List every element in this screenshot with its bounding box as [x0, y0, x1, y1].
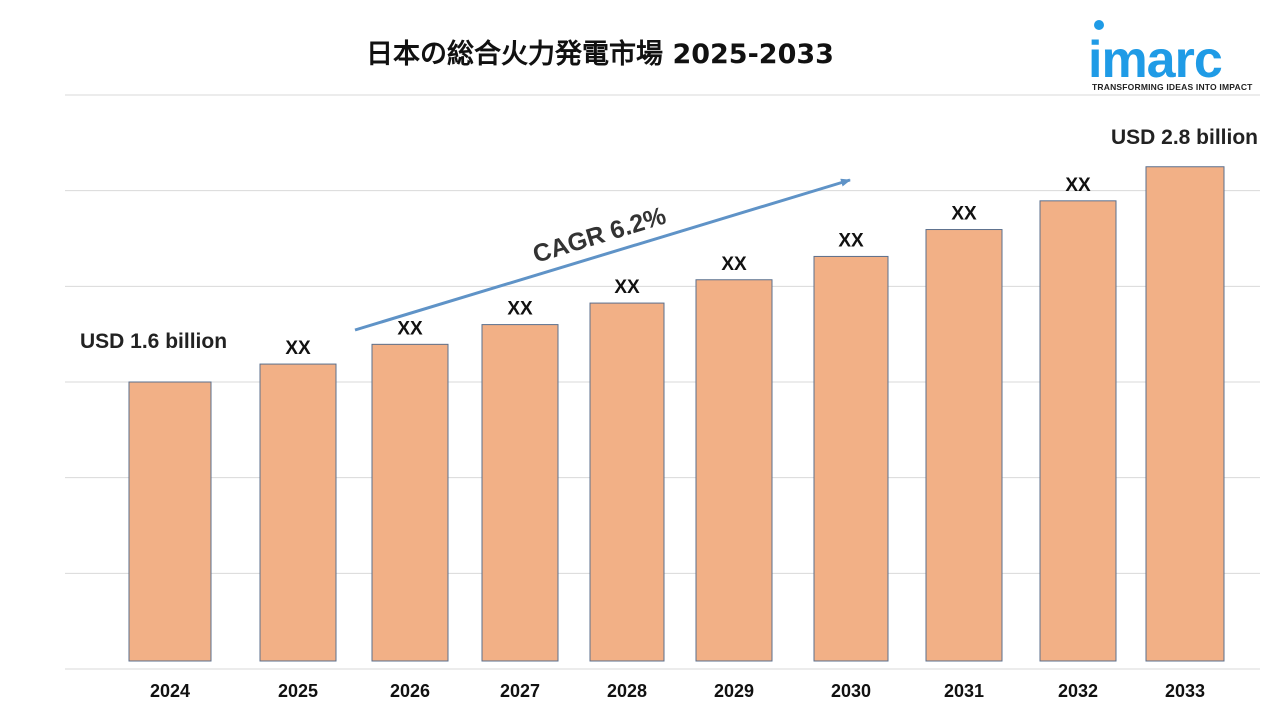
- chart-title: 日本の総合火力発電市場 2025-2033: [366, 39, 834, 70]
- bar-2030: [813, 255, 889, 662]
- bar-2028: [589, 302, 665, 662]
- bars: [128, 166, 1225, 662]
- x-axis-ticks: 2024 2025 2026 2027 2028 2029 2030 2031 2032 2033: [150, 681, 1205, 701]
- x-tick-2030: 2030: [831, 681, 871, 701]
- value-label-2024: USD 1.6 billion: [80, 330, 227, 353]
- x-tick-2032: 2032: [1058, 681, 1098, 701]
- imarc-logo: imarc TRANSFORMING IDEAS INTO IMPACT: [1088, 18, 1268, 98]
- x-tick-2026: 2026: [390, 681, 430, 701]
- data-label-2027: XX: [507, 299, 533, 320]
- data-labels: USD 1.6 billion XX XX XX XX XX XX XX XX USD 2.8 b…: [80, 126, 1258, 359]
- data-label-2025: XX: [285, 338, 311, 359]
- x-tick-2033: 2033: [1165, 681, 1205, 701]
- data-label-2026: XX: [397, 318, 423, 339]
- x-tick-2031: 2031: [944, 681, 984, 701]
- bar-2027: [481, 324, 559, 662]
- bar-2025: [259, 363, 337, 662]
- logo-tagline: TRANSFORMING IDEAS INTO IMPACT: [1092, 82, 1253, 92]
- x-tick-2028: 2028: [607, 681, 647, 701]
- bar-2031: [925, 229, 1003, 662]
- x-tick-2029: 2029: [714, 681, 754, 701]
- x-tick-2025: 2025: [278, 681, 318, 701]
- x-tick-2024: 2024: [150, 681, 190, 701]
- data-label-2028: XX: [614, 277, 640, 298]
- value-label-2033: USD 2.8 billion: [1111, 126, 1258, 149]
- bar-2024: [128, 381, 212, 662]
- logo-wordmark: imarc: [1088, 31, 1223, 89]
- logo-dot: [1094, 20, 1104, 30]
- x-tick-2027: 2027: [500, 681, 540, 701]
- bar-2029: [695, 279, 773, 662]
- bar-2033: [1145, 166, 1225, 662]
- bar-2032: [1039, 200, 1117, 662]
- data-label-2029: XX: [721, 254, 747, 275]
- data-label-2032: XX: [1065, 175, 1091, 196]
- cagr-label: CAGR 6.2%: [530, 202, 670, 269]
- data-label-2031: XX: [951, 204, 977, 225]
- cagr-arrow: [354, 178, 851, 332]
- bar-2026: [371, 343, 449, 662]
- data-label-2030: XX: [838, 230, 864, 251]
